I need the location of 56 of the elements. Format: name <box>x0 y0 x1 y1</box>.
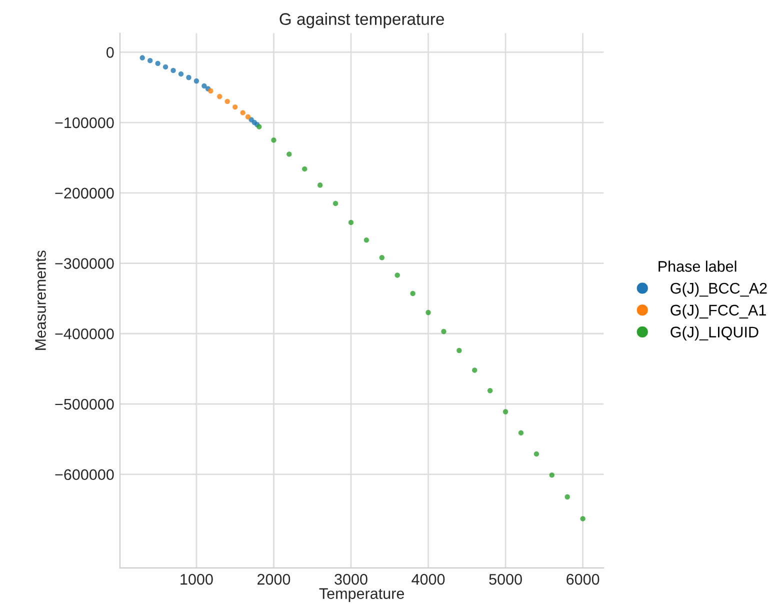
x-tick-label: 2000 <box>258 574 290 585</box>
x-tick-label: 4000 <box>412 574 445 585</box>
point <box>394 272 400 278</box>
x-tick-label: 5000 <box>489 574 522 585</box>
point <box>286 152 292 157</box>
point <box>232 104 238 110</box>
legend-label: G(J)_LIQUID <box>670 326 758 340</box>
point <box>155 60 160 66</box>
point <box>534 451 540 457</box>
point <box>302 166 308 172</box>
y-tick-label: −600000 <box>55 469 114 480</box>
point <box>186 74 192 80</box>
x-tick-label: 6000 <box>566 574 600 585</box>
point <box>147 58 153 64</box>
point <box>379 255 385 260</box>
point <box>549 472 555 478</box>
point <box>170 68 176 74</box>
legend-title: Phase label <box>658 260 736 272</box>
y-tick-label: −300000 <box>55 258 114 269</box>
point <box>317 182 323 188</box>
point <box>518 430 524 436</box>
x-axis-title: Temperature <box>319 588 404 602</box>
point <box>426 310 431 316</box>
legend-label: G(J)_FCC_A1 <box>670 304 766 319</box>
x-tick-label: 1000 <box>180 574 213 585</box>
point <box>202 83 207 89</box>
point <box>178 71 184 77</box>
point <box>224 98 230 104</box>
point <box>140 55 145 60</box>
y-tick-label: −100000 <box>55 117 114 128</box>
point <box>564 494 570 500</box>
point <box>208 88 214 94</box>
point <box>472 368 478 373</box>
point <box>271 138 276 143</box>
point <box>245 114 251 120</box>
y-tick-label: 0 <box>106 47 114 58</box>
point <box>487 388 493 394</box>
y-tick-label: −500000 <box>55 398 114 410</box>
point <box>217 94 222 100</box>
point <box>580 516 586 522</box>
chart-title: G against temperature <box>280 12 444 28</box>
point <box>240 110 246 116</box>
point <box>456 348 462 354</box>
point <box>194 78 200 84</box>
point <box>410 290 416 296</box>
y-tick-label: −200000 <box>55 188 114 199</box>
legend-label: G(J)_BCC_A2 <box>670 282 767 297</box>
point <box>502 409 508 414</box>
point <box>441 328 446 334</box>
point <box>364 237 370 243</box>
point <box>348 220 354 226</box>
point <box>332 200 338 206</box>
y-axis-title: Measurements <box>35 250 46 350</box>
x-tick-label: 3000 <box>334 574 368 585</box>
y-tick-label: −400000 <box>55 328 114 340</box>
point <box>162 64 168 70</box>
